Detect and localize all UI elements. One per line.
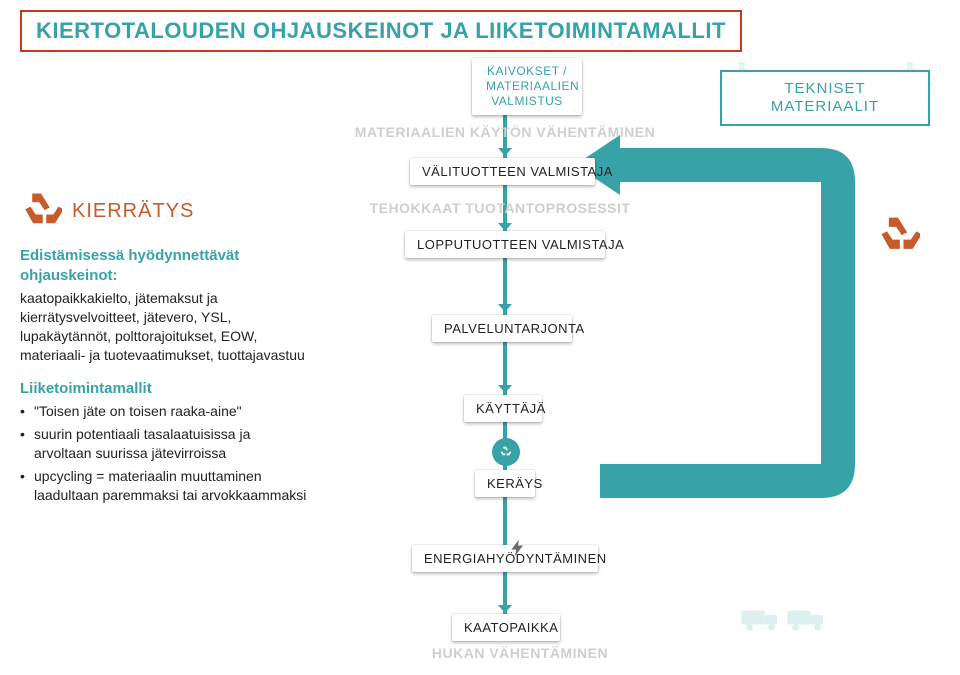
bullet-item: "Toisen jäte on toisen raaka-aine": [20, 402, 310, 421]
bolt-icon: [508, 536, 528, 565]
box-palveluntarjonta: PALVELUNTARJONTA: [432, 315, 572, 342]
recycle-icon: [20, 190, 62, 232]
left-subheading: Liiketoimintamallit: [20, 379, 310, 399]
tech-materials-box: TEKNISET MATERIAALIT: [720, 70, 930, 126]
recycle-icon: [498, 444, 514, 460]
recycle-loop-right: [876, 214, 920, 263]
page-title-box: KIERTOTALOUDEN OHJAUSKEINOT JA LIIKETOIM…: [20, 10, 742, 52]
recycle-heading-row: KIERRÄTYS: [20, 190, 310, 232]
box-kayttaja: KÄYTTÄJÄ: [464, 395, 542, 422]
recycle-mini-center: [492, 438, 520, 466]
box-kerays: KERÄYS: [475, 470, 535, 497]
left-heading: Edistämisessä hyödynnettävät ohjauskeino…: [20, 246, 310, 285]
bullet-item: suurin potentiaali tasalaatuisissa ja ar…: [20, 425, 310, 463]
tech-materials-label: TEKNISET MATERIAALIT: [771, 80, 879, 115]
page-title: KIERTOTALOUDEN OHJAUSKEINOT JA LIIKETOIM…: [36, 18, 726, 43]
box-lopputuotteen: LOPPUTUOTTEEN VALMISTAJA: [405, 231, 605, 258]
box-kaatopaikka: KAATOPAIKKA: [452, 614, 560, 641]
left-bullets: "Toisen jäte on toisen raaka-aine" suuri…: [20, 402, 310, 504]
bullet-item: upcycling = materiaalin muuttaminen laad…: [20, 467, 310, 505]
faded-hukan: HUKAN VÄHENTÄMINEN: [420, 645, 620, 661]
box-valituotteen: VÄLITUOTTEEN VALMISTAJA: [410, 158, 595, 185]
recycle-label: KIERRÄTYS: [72, 200, 194, 223]
recycle-icon: [876, 214, 920, 258]
trucks-ghost: [740, 604, 830, 634]
box-kaivokset: KAIVOKSET / MATERIAALIEN VALMISTUS: [472, 58, 582, 115]
box-energia: ENERGIAHYÖDYNTÄMINEN: [412, 545, 598, 572]
kaivokset-line-1: KAIVOKSET /: [486, 64, 568, 79]
left-panel: KIERRÄTYS Edistämisessä hyödynnettävät o…: [20, 190, 310, 509]
kaivokset-line-2: MATERIAALIEN: [486, 79, 568, 94]
kaivokset-line-3: VALMISTUS: [486, 94, 568, 109]
left-body: kaatopaikkakielto, jätemaksut ja kierrät…: [20, 289, 310, 365]
faded-materiaalien: MATERIAALIEN KÄYTÖN VÄHENTÄMINEN: [350, 124, 660, 140]
faded-tehokkaat: TEHOKKAAT TUOTANTOPROSESSIT: [360, 200, 640, 216]
